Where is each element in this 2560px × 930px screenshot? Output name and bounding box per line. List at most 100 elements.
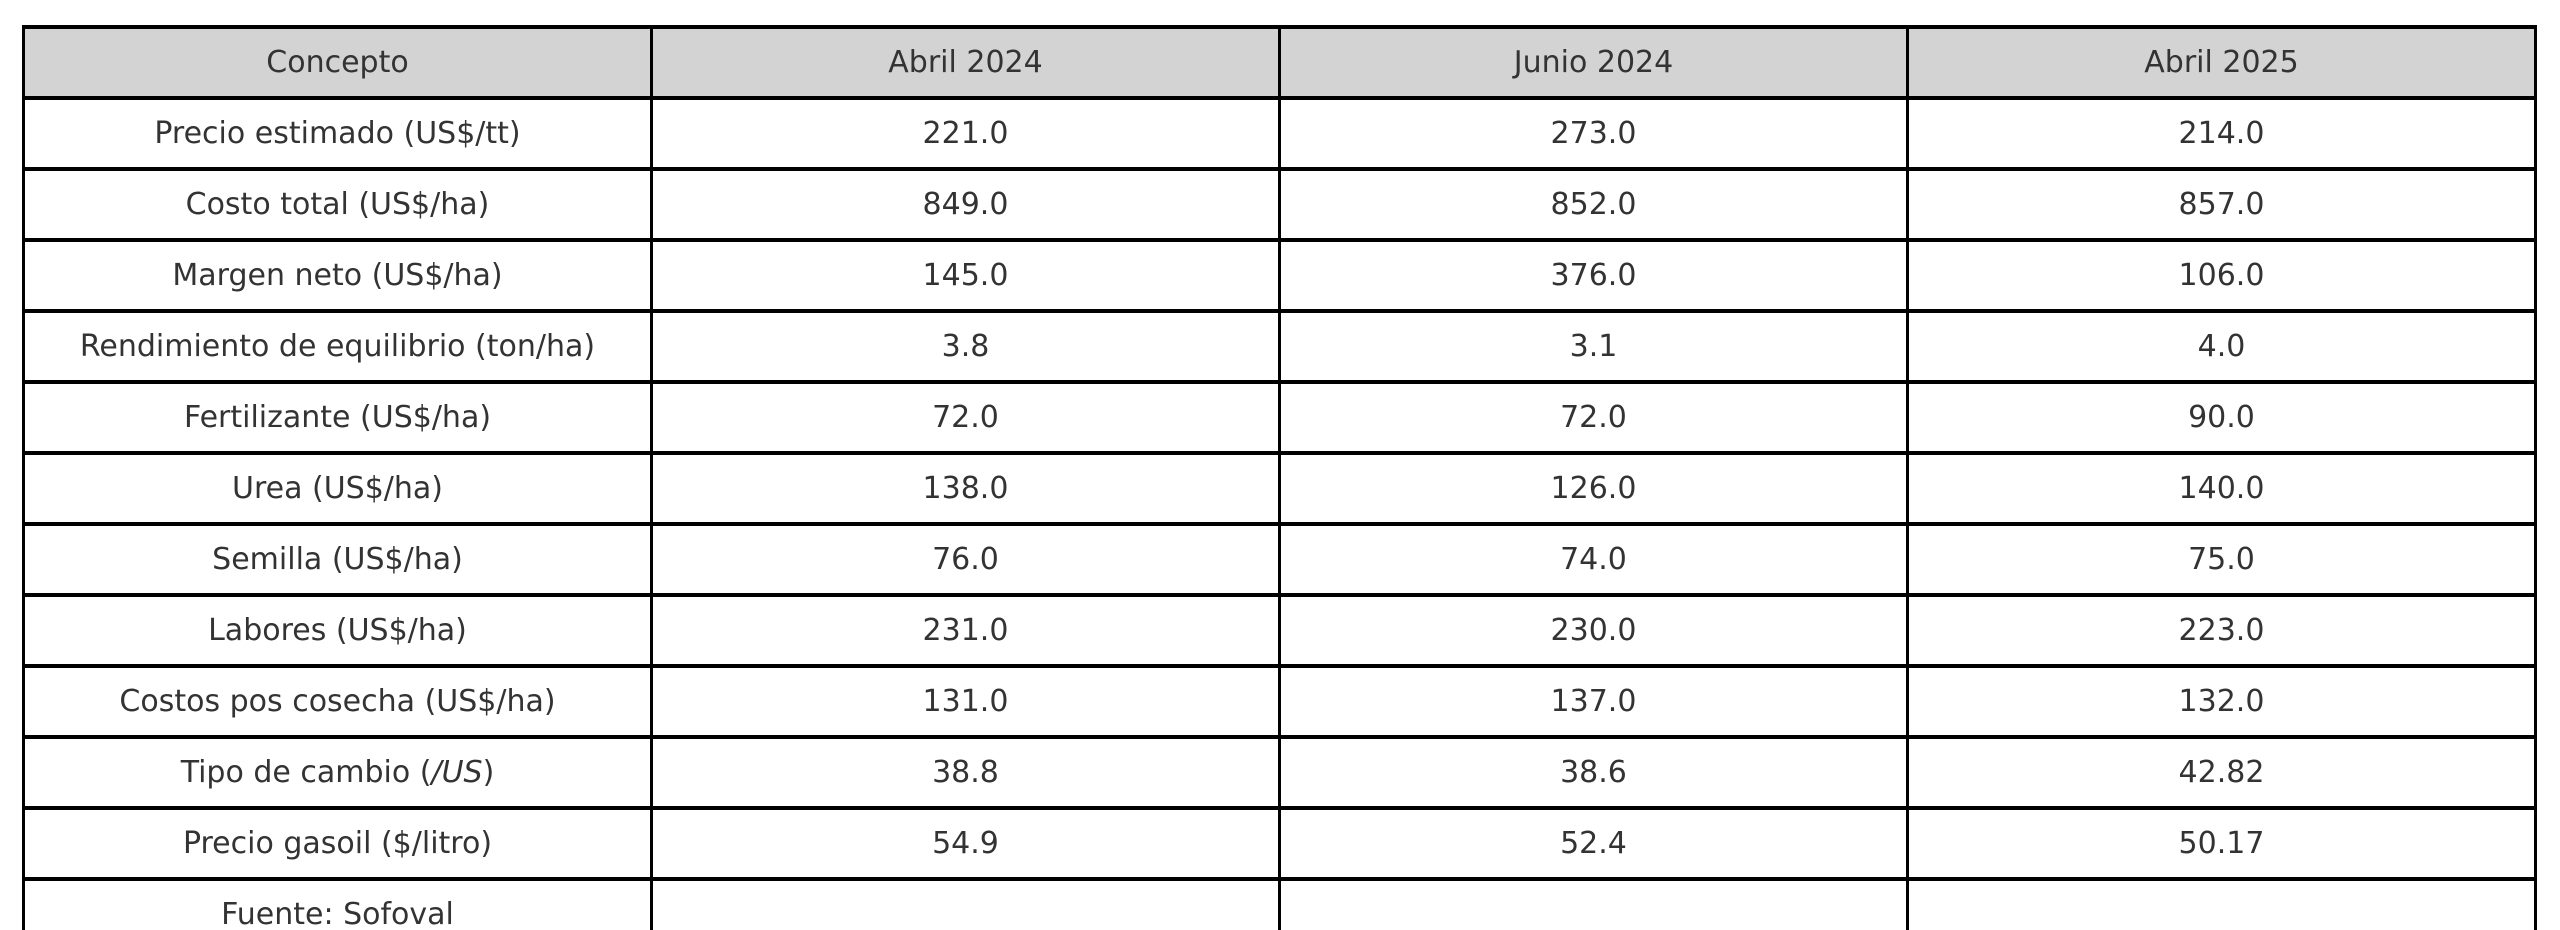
value-text: 72.0 — [1560, 400, 1627, 435]
value-text: 106.0 — [2178, 258, 2265, 293]
value-cell: 221.0 — [650, 96, 1281, 171]
value-text: 42.82 — [2178, 755, 2265, 790]
concepto-cell: Urea (US$/ha) — [22, 451, 653, 526]
concepto-label: Semilla (US$/ha) — [212, 542, 463, 577]
value-text: 3.1 — [1569, 329, 1618, 364]
table-row: Semilla (US$/ha) 76.0 74.0 75.0 — [22, 522, 2537, 597]
table-row: Margen neto (US$/ha) 145.0 376.0 106.0 — [22, 238, 2537, 313]
value-text: 852.0 — [1550, 187, 1637, 222]
value-text: 38.6 — [1560, 755, 1627, 790]
value-cell — [1906, 877, 2537, 930]
value-text: 132.0 — [2178, 684, 2265, 719]
value-text: 376.0 — [1550, 258, 1637, 293]
value-cell: 76.0 — [650, 522, 1281, 597]
concepto-cell: Labores (US$/ha) — [22, 593, 653, 668]
value-text: 54.9 — [932, 826, 999, 861]
value-cell: 72.0 — [650, 380, 1281, 455]
value-cell: 137.0 — [1278, 664, 1909, 739]
concepto-cell: Fertilizante (US$/ha) — [22, 380, 653, 455]
value-text: 76.0 — [932, 542, 999, 577]
value-cell: 126.0 — [1278, 451, 1909, 526]
value-text: 38.8 — [932, 755, 999, 790]
value-text: 214.0 — [2178, 116, 2265, 151]
value-cell: 273.0 — [1278, 96, 1909, 171]
value-cell: 3.1 — [1278, 309, 1909, 384]
value-cell: 38.8 — [650, 735, 1281, 810]
value-text: 140.0 — [2178, 471, 2265, 506]
value-text: 221.0 — [922, 116, 1009, 151]
value-text: 223.0 — [2178, 613, 2265, 648]
concepto-cell: Fuente: Sofoval — [22, 877, 653, 930]
value-cell — [1278, 877, 1909, 930]
cost-comparison-table: Concepto Abril 2024 Junio 2024 Abril 202… — [22, 25, 2537, 930]
table-row: Precio estimado (US$/tt) 221.0 273.0 214.0 — [22, 96, 2537, 171]
value-cell: 75.0 — [1906, 522, 2537, 597]
concepto-cell: Margen neto (US$/ha) — [22, 238, 653, 313]
table-row: Costos pos cosecha (US$/ha) 131.0 137.0 132… — [22, 664, 2537, 739]
table-row: Urea (US$/ha) 138.0 126.0 140.0 — [22, 451, 2537, 526]
concepto-cell: Tipo de cambio (/US) — [22, 735, 653, 810]
value-text: 138.0 — [922, 471, 1009, 506]
value-text: 849.0 — [922, 187, 1009, 222]
value-text: 131.0 — [922, 684, 1009, 719]
header-row: Concepto Abril 2024 Junio 2024 Abril 202… — [22, 25, 2537, 100]
concepto-cell: Precio estimado (US$/tt) — [22, 96, 653, 171]
value-text: 52.4 — [1560, 826, 1627, 861]
concepto-cell: Semilla (US$/ha) — [22, 522, 653, 597]
concepto-cell: Precio gasoil ($/litro) — [22, 806, 653, 881]
value-cell: 376.0 — [1278, 238, 1909, 313]
value-cell: 106.0 — [1906, 238, 2537, 313]
concepto-label: Fuente: Sofoval — [221, 897, 454, 930]
column-header-label: Concepto — [266, 45, 409, 80]
value-cell: 132.0 — [1906, 664, 2537, 739]
concepto-cell: Rendimiento de equilibrio (ton/ha) — [22, 309, 653, 384]
value-text: 273.0 — [1550, 116, 1637, 151]
concepto-label: Tipo de cambio (/US) — [25, 755, 650, 790]
value-cell: 138.0 — [650, 451, 1281, 526]
column-header-label: Junio 2024 — [1513, 45, 1674, 80]
value-cell: 223.0 — [1906, 593, 2537, 668]
value-cell: 849.0 — [650, 167, 1281, 242]
value-cell: 38.6 — [1278, 735, 1909, 810]
value-text: 72.0 — [932, 400, 999, 435]
column-header-label: Abril 2024 — [888, 45, 1043, 80]
concepto-label: Costos pos cosecha (US$/ha) — [119, 684, 556, 719]
value-cell: 131.0 — [650, 664, 1281, 739]
column-header-abril-2024: Abril 2024 — [650, 25, 1281, 100]
value-text: 90.0 — [2188, 400, 2255, 435]
concepto-label-part: ) — [482, 755, 495, 790]
value-cell: 145.0 — [650, 238, 1281, 313]
table-row: Fertilizante (US$/ha) 72.0 72.0 90.0 — [22, 380, 2537, 455]
value-text: 137.0 — [1550, 684, 1637, 719]
value-cell: 214.0 — [1906, 96, 2537, 171]
value-cell: 42.82 — [1906, 735, 2537, 810]
value-text: 74.0 — [1560, 542, 1627, 577]
concepto-label: Costo total (US$/ha) — [185, 187, 490, 222]
value-cell: 3.8 — [650, 309, 1281, 384]
value-text: 50.17 — [2178, 826, 2265, 861]
concepto-label: Fertilizante (US$/ha) — [183, 400, 492, 435]
table-row: Precio gasoil ($/litro) 54.9 52.4 50.17 — [22, 806, 2537, 881]
column-header-abril-2025: Abril 2025 — [1906, 25, 2537, 100]
value-cell: 90.0 — [1906, 380, 2537, 455]
value-cell: 140.0 — [1906, 451, 2537, 526]
value-text: 4.0 — [2197, 329, 2246, 364]
column-header-concepto: Concepto — [22, 25, 653, 100]
value-cell: 230.0 — [1278, 593, 1909, 668]
value-cell — [650, 877, 1281, 930]
table-row: Rendimiento de equilibrio (ton/ha) 3.8 3.1… — [22, 309, 2537, 384]
table-header: Concepto Abril 2024 Junio 2024 Abril 202… — [22, 25, 2537, 100]
concepto-label: Rendimiento de equilibrio (ton/ha) — [79, 329, 596, 364]
value-cell: 4.0 — [1906, 309, 2537, 384]
value-text: 126.0 — [1550, 471, 1637, 506]
value-cell: 857.0 — [1906, 167, 2537, 242]
concepto-label: Labores (US$/ha) — [208, 613, 467, 648]
value-cell: 74.0 — [1278, 522, 1909, 597]
value-cell: 852.0 — [1278, 167, 1909, 242]
value-text: 75.0 — [2188, 542, 2255, 577]
value-cell: 54.9 — [650, 806, 1281, 881]
concepto-cell: Costo total (US$/ha) — [22, 167, 653, 242]
concepto-label: Margen neto (US$/ha) — [172, 258, 503, 293]
value-cell: 231.0 — [650, 593, 1281, 668]
